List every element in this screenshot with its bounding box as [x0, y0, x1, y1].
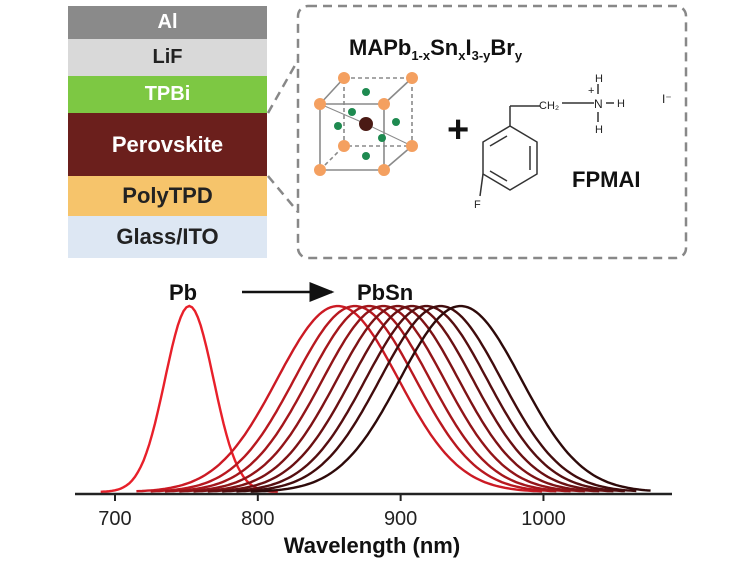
x-tick-label: 1000	[521, 508, 566, 530]
iodide-label: I⁻	[662, 92, 672, 106]
layer-perovskite-label: Perovskite	[111, 131, 224, 157]
formula-sub1: 1-x	[411, 48, 431, 63]
fpmai-molecule-icon	[479, 84, 614, 197]
crystal-atoms	[314, 72, 418, 176]
x-tick-label: 900	[384, 508, 417, 530]
formula-br: Br	[490, 35, 515, 60]
spectra-curves	[100, 304, 651, 493]
x-tick-label: 800	[241, 508, 274, 530]
spectrum-line-6	[193, 304, 600, 493]
x-tick-label: 700	[98, 508, 131, 530]
chart-annotations: Pb PbSn	[169, 280, 413, 305]
formula-base: MAPb	[349, 35, 411, 60]
zoom-line-top	[266, 59, 300, 114]
spectrum-line-9	[236, 304, 637, 493]
x-axis-ticks: 700 800 900 1000	[98, 494, 566, 530]
layer-lif-label: LiF	[152, 46, 183, 68]
layer-glass-ito: Glass/ITO	[68, 216, 267, 258]
hydrogen-bottom: H	[595, 124, 603, 136]
formula-sn: Sn	[430, 35, 458, 60]
layer-perovskite: Perovskite	[68, 113, 267, 176]
layer-al-label: Al	[157, 11, 178, 33]
layer-polytpd-label: PolyTPD	[122, 183, 213, 208]
charge-label: +	[588, 85, 594, 97]
layer-tpbi-label: TPBi	[144, 83, 191, 105]
layer-polytpd: PolyTPD	[68, 176, 267, 216]
plus-sign: +	[447, 109, 469, 151]
formula-i: I	[465, 35, 471, 60]
layer-glass-ito-label: Glass/ITO	[116, 224, 219, 249]
x-axis-label: Wavelength (nm)	[284, 533, 460, 558]
inset-box	[296, 4, 688, 260]
ch2-label: CH₂	[539, 100, 559, 112]
hydrogen-right: H	[617, 98, 625, 110]
formula-sub3: 3-y	[472, 48, 492, 63]
formula-sub4: y	[515, 48, 523, 63]
layer-tpbi: TPBi	[68, 76, 267, 113]
spectrum-line-10	[250, 304, 651, 493]
perovskite-formula: MAPb1-xSnxI3-yBry	[349, 35, 523, 63]
spectrum-line-4	[164, 304, 571, 493]
annotation-pb: Pb	[169, 280, 197, 305]
spectrum-line-3	[150, 304, 557, 493]
spectrum-line-7	[207, 304, 614, 493]
hydrogen-top: H	[595, 73, 603, 85]
layer-lif: LiF	[68, 39, 267, 76]
fpmai-label: FPMAI	[572, 167, 640, 192]
nitrogen-label: N	[594, 97, 603, 111]
formula-sub2: x	[458, 48, 466, 63]
fluorine-label: F	[474, 199, 481, 211]
spectrum-line-5	[179, 304, 585, 493]
layer-al: Al	[68, 6, 267, 39]
spectrum-line-8	[222, 304, 625, 493]
zoom-line-bottom	[267, 175, 299, 213]
spectrum-line-2	[136, 304, 543, 493]
annotation-pbsn: PbSn	[357, 280, 413, 305]
